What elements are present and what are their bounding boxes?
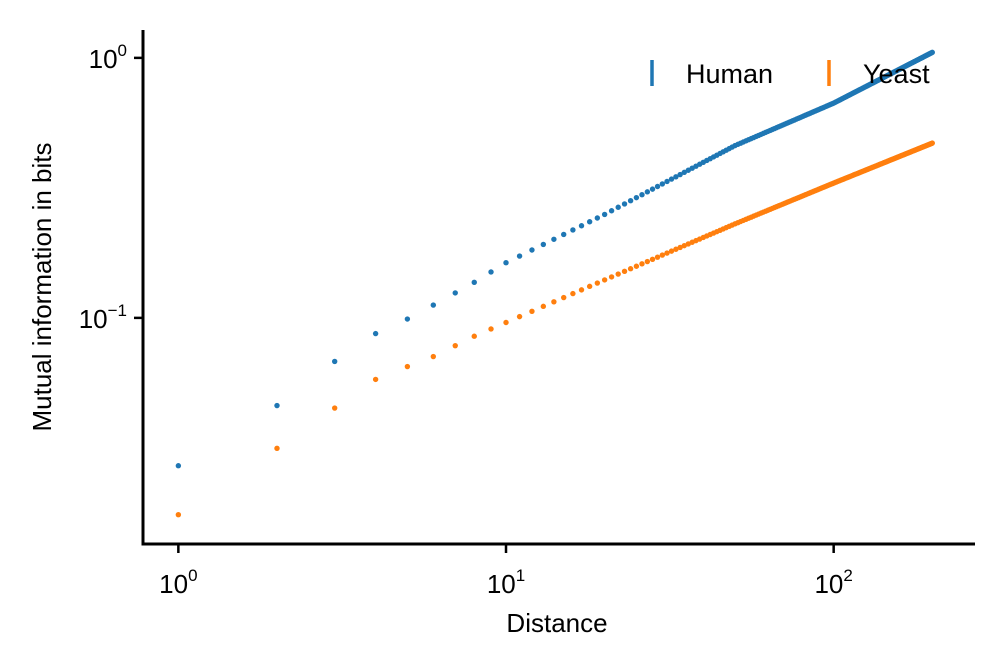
data-point [331, 405, 338, 411]
data-point [673, 174, 679, 180]
data-point [649, 186, 656, 192]
data-point [578, 223, 585, 229]
data-point [621, 201, 628, 207]
data-point [503, 260, 509, 266]
data-point [586, 283, 593, 290]
data-point [578, 287, 585, 293]
data-point [452, 342, 458, 349]
data-point [621, 268, 628, 275]
data-point [430, 353, 437, 360]
data-point [540, 303, 547, 310]
y-tick-label: 100 [89, 41, 127, 74]
data-point [654, 254, 661, 260]
series-yeast [175, 140, 935, 518]
data-point [664, 250, 670, 256]
legend-label: Yeast [863, 59, 930, 89]
data-point [601, 277, 608, 283]
data-point [529, 308, 535, 314]
data-point [516, 313, 523, 320]
data-point [608, 208, 615, 214]
data-point [404, 363, 411, 370]
data-point [516, 253, 523, 259]
data-point [570, 227, 576, 233]
data-point [633, 263, 640, 269]
data-point [681, 169, 687, 176]
series-human [175, 49, 935, 469]
data-point [664, 178, 670, 185]
data-point [677, 244, 683, 251]
y-axis-ticks: 10−1 100 [79, 41, 143, 334]
data-point [659, 252, 666, 258]
data-point [471, 333, 477, 339]
data-point [594, 215, 601, 221]
data-point [627, 266, 634, 272]
data-point [601, 211, 608, 218]
data-point [561, 294, 567, 301]
data-point [529, 247, 535, 253]
data-point [503, 319, 509, 326]
data-point [331, 358, 338, 365]
data-point [274, 445, 280, 452]
data-point [372, 376, 379, 383]
data-point [673, 246, 679, 252]
data-point [608, 274, 615, 280]
data-point [615, 204, 621, 210]
y-axis-label: Mutual information in bits [27, 142, 57, 431]
x-axis-label: Distance [506, 608, 607, 638]
data-point [668, 176, 675, 182]
data-point [488, 326, 494, 332]
data-point [677, 171, 683, 178]
data-point [639, 192, 645, 198]
data-point [594, 280, 601, 286]
data-point [929, 140, 935, 146]
data-point [274, 402, 280, 409]
data-point [586, 219, 593, 225]
data-point [644, 189, 651, 195]
data-point [488, 269, 494, 275]
legend: Human Yeast [650, 59, 930, 89]
x-tick-label: 100 [159, 566, 197, 599]
data-point [570, 290, 576, 297]
data-point [627, 198, 634, 204]
data-point [654, 183, 661, 190]
data-point [430, 302, 437, 308]
data-point [668, 248, 675, 254]
data-point [615, 271, 621, 277]
data-point [540, 241, 547, 248]
data-point [551, 299, 557, 305]
plot-area [175, 49, 935, 518]
data-point [372, 330, 379, 337]
legend-label: Human [686, 59, 773, 89]
data-point [639, 261, 645, 267]
y-tick-label: 10−1 [79, 301, 127, 334]
x-tick-label: 101 [487, 566, 525, 599]
data-point [633, 194, 640, 201]
data-point [929, 49, 935, 56]
data-point [471, 279, 477, 286]
data-point [175, 463, 182, 469]
data-point [452, 290, 458, 296]
data-point [561, 231, 567, 238]
data-point [649, 256, 656, 262]
data-point [644, 258, 651, 265]
legend-item-yeast: Yeast [827, 59, 930, 89]
data-point [175, 512, 182, 518]
x-axis-ticks: 100 101 102 [159, 544, 853, 599]
legend-item-human: Human [650, 59, 773, 89]
data-point [404, 316, 411, 322]
x-tick-label: 102 [814, 566, 852, 599]
data-point [551, 236, 557, 242]
data-point [659, 181, 666, 187]
